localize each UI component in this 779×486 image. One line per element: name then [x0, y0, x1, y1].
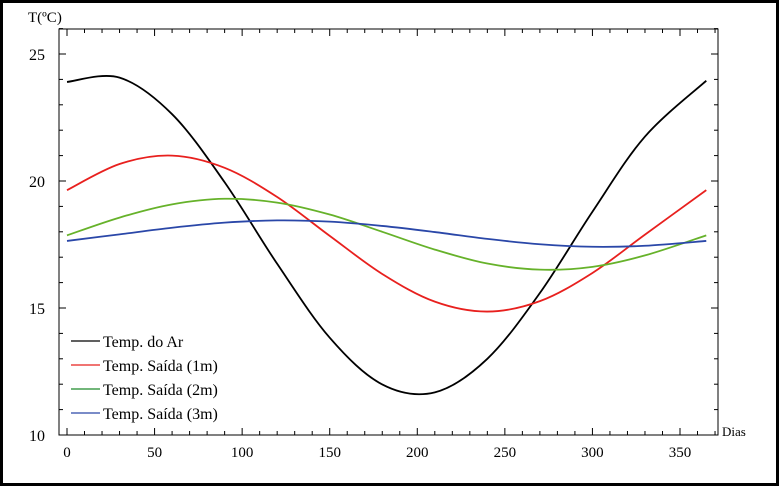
legend: Temp. do Ar Temp. Saída (1m) Temp. Saída (… — [71, 334, 218, 423]
x-tick-label: 150 — [318, 445, 341, 461]
x-tick-label: 100 — [231, 445, 254, 461]
x-tick-label: 200 — [406, 445, 429, 461]
y-axis-label: T(ºC) — [28, 10, 62, 26]
legend-label: Temp. Saída (2m) — [103, 382, 218, 399]
legend-label: Temp. Saída (1m) — [103, 358, 218, 375]
series-lines — [66, 75, 707, 396]
x-tick-label: 50 — [147, 445, 162, 461]
y-tick-label: 25 — [29, 47, 45, 64]
x-tick-label: 300 — [581, 445, 604, 461]
x-tick-label: 350 — [669, 445, 692, 461]
y-tick-label: 15 — [29, 301, 45, 318]
series-line-2 — [66, 197, 707, 271]
series-line-1 — [66, 154, 707, 313]
x-axis-label: Dias — [722, 424, 746, 439]
series-line-3 — [66, 219, 707, 248]
x-tick-label: 0 — [63, 445, 71, 461]
x-tick-label: 250 — [494, 445, 517, 461]
y-tick-label: 10 — [29, 428, 45, 445]
axis-ticks: 0 50 100 150 200 250 300 350 10 15 20 25 — [29, 28, 718, 461]
series-line-0 — [66, 75, 707, 396]
legend-label: Temp. Saída (3m) — [103, 406, 218, 423]
y-tick-label: 20 — [29, 174, 45, 191]
legend-label: Temp. do Ar — [103, 334, 184, 351]
